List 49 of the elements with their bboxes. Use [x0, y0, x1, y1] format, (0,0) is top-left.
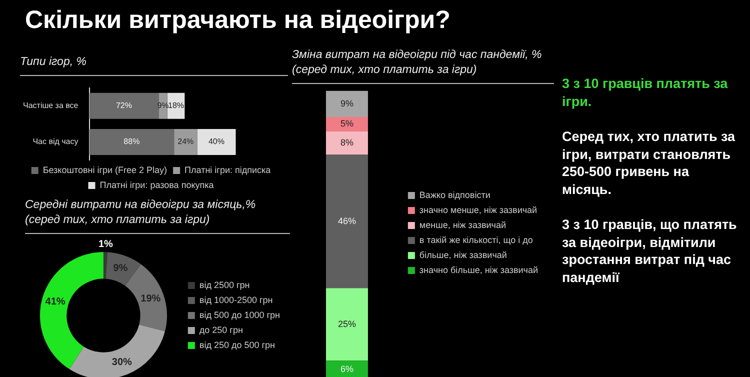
data-label: 9% [113, 262, 128, 274]
bar [326, 288, 368, 360]
legend-label: від 1000-2500 грн [199, 294, 273, 305]
bar [326, 90, 368, 117]
text: Зміна витрат на відеоігри під час пандемії, % (серед тих, хто платить за ігри) [292, 48, 554, 84]
data-label: 41% [45, 296, 66, 308]
data-label: 30% [112, 356, 132, 368]
data-label: 9% [340, 98, 354, 108]
bar [89, 92, 159, 119]
legend-label: від 500 до 1000 грн [199, 310, 280, 320]
legend-label: Безкоштовні ігри (Free 2 Play) [42, 164, 168, 175]
legend-label: від 2500 грн [199, 280, 250, 290]
data-label: 1% [98, 238, 114, 250]
data-label: 25% [338, 318, 356, 329]
legend-label: значно менше, ніж зазвичай [419, 204, 538, 215]
legend-label: до 250 грн [199, 324, 243, 335]
text: Скільки витрачають на відеоігри? [25, 6, 452, 35]
legend-label: значно більше, ніж зазвичай [419, 264, 538, 275]
bar [326, 360, 368, 377]
y-tick-label: Час від часу [32, 137, 78, 146]
chart-title: Середні витрати на відеоігри за місяць,% (серед тих, хто платить за ігри) [25, 198, 290, 234]
data-label: 5% [340, 118, 354, 129]
data-label: 24% [178, 137, 194, 146]
bar [326, 131, 368, 155]
data-label: 72% [116, 100, 132, 110]
legend-label: від 250 до 500 грн [199, 340, 276, 350]
bar [197, 128, 236, 155]
legend-label: більше, ніж зазвичай [419, 250, 507, 260]
legend-label: в такій же кількості, що і до [419, 234, 533, 245]
text: 3 з 10 гравців платять за ігри. [562, 75, 729, 110]
data-label: 19% [140, 293, 161, 304]
y-tick-label: Частіше за все [22, 100, 79, 110]
text: Серед тих, хто платить за ігри, витрати становлять 250-500 гривень на місяць. [562, 128, 736, 198]
data-label: 88% [124, 137, 140, 146]
bar [174, 128, 198, 155]
legend-label: Платні ігри: разова покупка [100, 180, 214, 190]
data-label: 40% [208, 137, 224, 146]
data-label: 18% [168, 100, 184, 110]
bar [326, 116, 368, 132]
legend-label: Важко відповісти [419, 190, 490, 200]
legend-label: менше, ніж зазвичай [419, 220, 506, 230]
data-label: 8% [340, 137, 354, 148]
bar [326, 154, 368, 288]
data-label: 46% [338, 216, 356, 226]
legend-label: Платні ігри: підписка [184, 164, 271, 175]
text: 3 з 10 гравців, що платять за відеоігри, відмітили зростання витрат під час пандемії [562, 216, 738, 286]
bar [89, 128, 174, 155]
data-label: 6% [340, 364, 354, 374]
chart-title: Типи ігор, % [20, 55, 288, 76]
